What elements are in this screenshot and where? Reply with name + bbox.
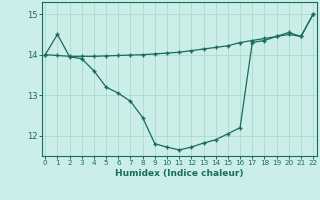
X-axis label: Humidex (Indice chaleur): Humidex (Indice chaleur) xyxy=(115,169,244,178)
